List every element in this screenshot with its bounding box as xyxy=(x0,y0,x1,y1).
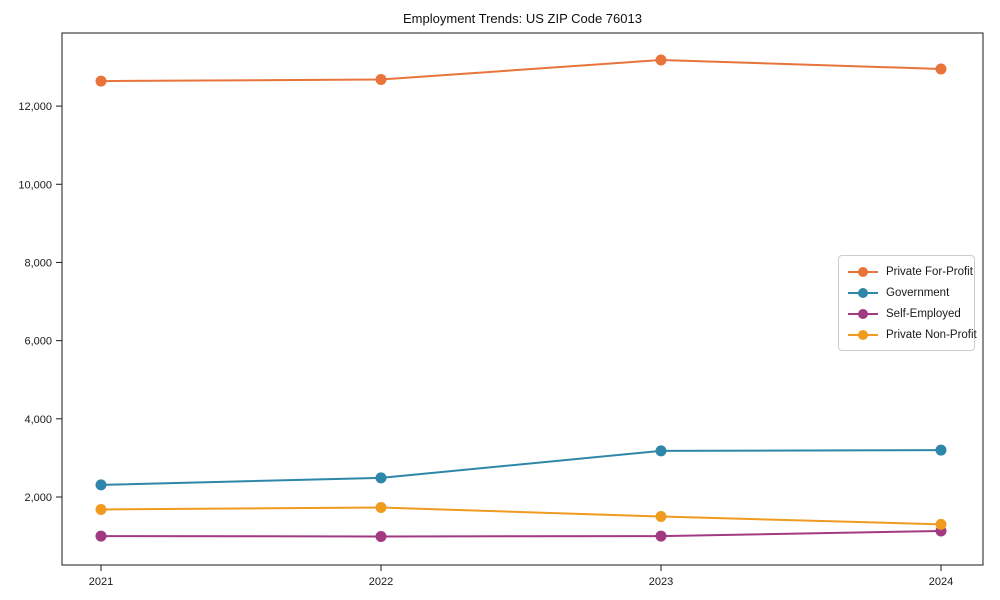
legend-item: Government xyxy=(848,282,965,303)
data-point xyxy=(375,502,387,514)
data-point xyxy=(655,511,667,523)
series-line xyxy=(100,529,942,538)
legend-item: Private For-Profit xyxy=(848,261,973,282)
legend-item: Private Non-Profit xyxy=(848,324,977,345)
legend-label: Private Non-Profit xyxy=(886,328,977,341)
data-point xyxy=(375,74,387,86)
data-point xyxy=(375,472,387,484)
legend: Private For-Profit Government Self-Employe… xyxy=(838,255,977,351)
legend-marker-icon xyxy=(848,308,878,320)
y-tick-label: 6,000 xyxy=(24,336,52,348)
data-point xyxy=(655,445,667,457)
data-point xyxy=(935,518,947,530)
data-point xyxy=(95,530,107,542)
legend-marker-icon xyxy=(848,287,878,299)
legend-label: Self-Employed xyxy=(886,307,961,320)
data-point xyxy=(95,479,107,491)
data-point xyxy=(655,54,667,66)
data-point xyxy=(95,503,107,515)
y-tick-label: 12,000 xyxy=(18,101,52,113)
y-tick-label: 10,000 xyxy=(18,179,52,191)
series-line xyxy=(100,58,942,83)
legend-label: Private For-Profit xyxy=(886,265,973,278)
legend-item: Self-Employed xyxy=(848,303,965,324)
x-tick-label: 2022 xyxy=(369,576,393,588)
x-tick-label: 2024 xyxy=(929,576,953,588)
plot-border xyxy=(61,32,984,566)
series-line xyxy=(100,506,942,526)
x-tick-label: 2021 xyxy=(89,576,113,588)
data-point xyxy=(95,75,107,87)
data-point xyxy=(375,530,387,542)
data-point xyxy=(935,63,947,75)
data-point xyxy=(655,530,667,542)
data-point xyxy=(935,444,947,456)
chart-title: Employment Trends: US ZIP Code 76013 xyxy=(403,11,642,26)
legend-marker-icon xyxy=(848,266,878,278)
y-tick-label: 2,000 xyxy=(24,492,52,504)
x-tick-label: 2023 xyxy=(649,576,673,588)
series-line xyxy=(100,449,942,486)
legend-label: Government xyxy=(886,286,950,299)
y-tick-label: 4,000 xyxy=(24,414,52,426)
legend-marker-icon xyxy=(848,329,878,341)
y-tick-label: 8,000 xyxy=(24,257,52,269)
